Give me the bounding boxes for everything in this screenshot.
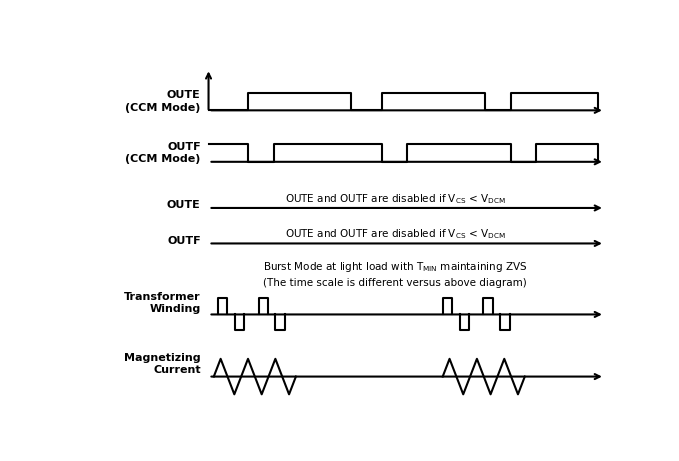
Text: Transformer
Winding: Transformer Winding xyxy=(124,292,201,314)
Text: OUTE and OUTF are disabled if V$_\mathregular{CS}$ < V$_\mathregular{DCM}$: OUTE and OUTF are disabled if V$_\mathre… xyxy=(285,228,506,242)
Text: OUTE
(CCM Mode): OUTE (CCM Mode) xyxy=(125,90,201,112)
Text: Burst Mode at light load with T$_\mathregular{MIN}$ maintaining ZVS
(The time sc: Burst Mode at light load with T$_\mathre… xyxy=(263,260,528,288)
Text: Magnetizing
Current: Magnetizing Current xyxy=(124,353,201,375)
Text: OUTF: OUTF xyxy=(167,236,201,246)
Text: OUTE: OUTE xyxy=(167,200,201,210)
Text: OUTF
(CCM Mode): OUTF (CCM Mode) xyxy=(125,142,201,164)
Text: OUTE and OUTF are disabled if V$_\mathregular{CS}$ < V$_\mathregular{DCM}$: OUTE and OUTF are disabled if V$_\mathre… xyxy=(285,192,506,206)
